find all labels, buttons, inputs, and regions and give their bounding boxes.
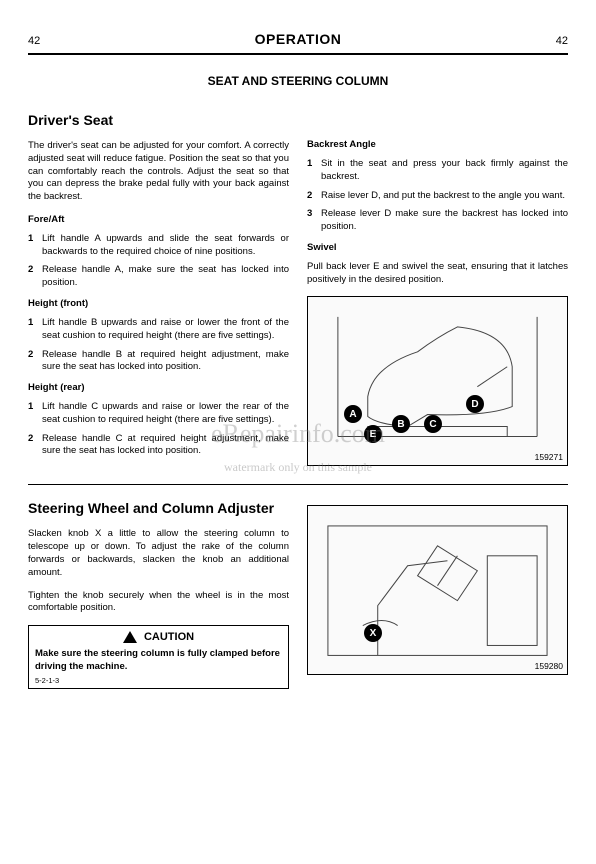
height-rear-steps: 1Lift handle C upwards and raise or lowe… <box>28 401 289 458</box>
section-divider <box>28 484 568 485</box>
swivel-title: Swivel <box>307 242 568 255</box>
backrest-title: Backrest Angle <box>307 139 568 152</box>
steering-figure: X 159280 <box>307 505 568 675</box>
fore-aft-steps: 1Lift handle A upwards and slide the sea… <box>28 233 289 290</box>
section-title: OPERATION <box>255 30 342 49</box>
swivel-para: Pull back lever E and swivel the seat, e… <box>307 261 568 287</box>
step-text: Lift handle C upwards and raise or lower… <box>42 401 289 427</box>
page-header: 42 OPERATION 42 <box>28 30 568 55</box>
caution-head: CAUTION <box>35 630 282 645</box>
right-column: Backrest Angle 1Sit in the seat and pres… <box>307 111 568 466</box>
step-text: Raise lever D, and put the backrest to t… <box>321 190 568 203</box>
height-front-steps: 1Lift handle B upwards and raise or lowe… <box>28 317 289 374</box>
seat-sketch-svg <box>308 297 567 466</box>
seat-figure: A B C D E 159271 <box>307 296 568 466</box>
warning-triangle-icon <box>123 631 137 643</box>
caution-box: CAUTION Make sure the steering column is… <box>28 625 289 689</box>
backrest-steps: 1Sit in the seat and press your back fir… <box>307 158 568 234</box>
drivers-seat-columns: Driver's Seat The driver's seat can be a… <box>28 111 568 466</box>
figure-id-2: 159280 <box>535 661 563 672</box>
subsection-title: SEAT AND STEERING COLUMN <box>28 73 568 89</box>
page-number-right: 42 <box>556 34 568 49</box>
height-front-title: Height (front) <box>28 298 289 311</box>
drivers-seat-intro: The driver's seat can be adjusted for yo… <box>28 140 289 204</box>
steering-left-column: Steering Wheel and Column Adjuster Slack… <box>28 499 289 688</box>
step-text: Release handle A, make sure the seat has… <box>42 264 289 290</box>
drivers-seat-heading: Driver's Seat <box>28 111 289 130</box>
steering-para2: Tighten the knob securely when the wheel… <box>28 590 289 616</box>
figure-id: 159271 <box>535 452 563 463</box>
steering-sketch-svg <box>308 506 567 675</box>
caution-ref: 5-2-1-3 <box>35 676 282 686</box>
step-text: Release handle C at required height adju… <box>42 433 289 459</box>
height-rear-title: Height (rear) <box>28 382 289 395</box>
steering-right-column: X 159280 <box>307 499 568 688</box>
caution-title: CAUTION <box>144 631 194 643</box>
page-number-left: 42 <box>28 34 40 49</box>
steering-columns: Steering Wheel and Column Adjuster Slack… <box>28 499 568 688</box>
steering-para1: Slacken knob X a little to allow the ste… <box>28 528 289 579</box>
step-text: Lift handle B upwards and raise or lower… <box>42 317 289 343</box>
steering-heading: Steering Wheel and Column Adjuster <box>28 499 289 518</box>
step-text: Release lever D make sure the backrest h… <box>321 208 568 234</box>
left-column: Driver's Seat The driver's seat can be a… <box>28 111 289 466</box>
step-text: Lift handle A upwards and slide the seat… <box>42 233 289 259</box>
step-text: Sit in the seat and press your back firm… <box>321 158 568 184</box>
caution-text: Make sure the steering column is fully c… <box>35 648 282 674</box>
fore-aft-title: Fore/Aft <box>28 214 289 227</box>
step-text: Release handle B at required height adju… <box>42 349 289 375</box>
